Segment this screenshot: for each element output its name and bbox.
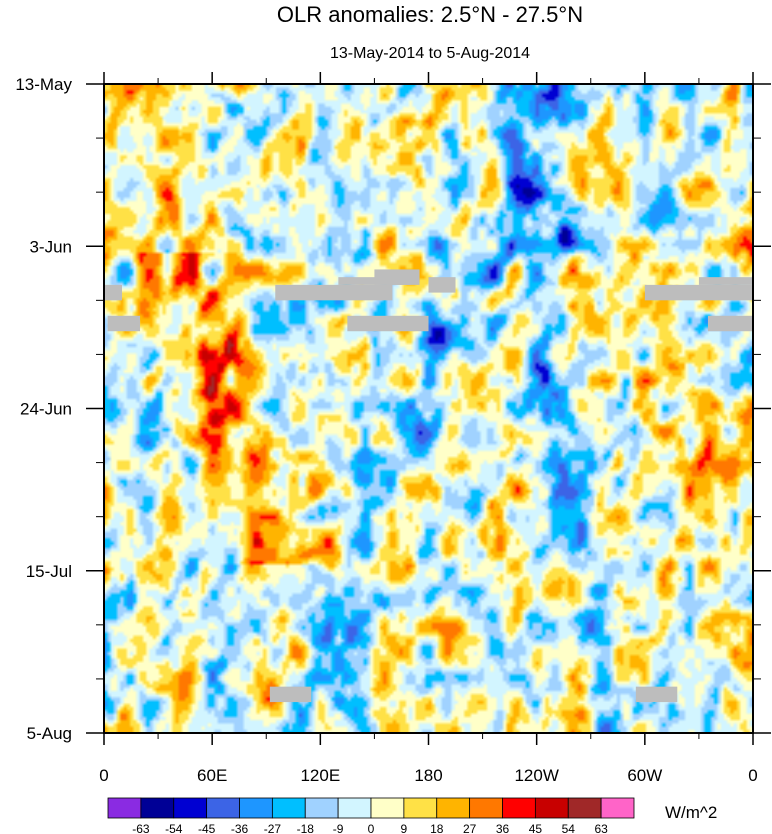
colorbar-level-label: -9 [333,822,344,834]
colorbar-swatch [271,797,306,819]
colorbar-swatch [567,797,602,819]
y-tick-label: 3-Jun [29,237,72,256]
colorbar-level-label: -18 [297,822,315,834]
colorbar-swatch [600,797,635,819]
colorbar-level-label: 54 [562,822,576,834]
missing-data-box [644,284,753,301]
colorbar-swatch [403,797,438,819]
missing-data-box [374,269,420,285]
colorbar-level-label: -45 [198,822,216,834]
colorbar-level-label: 45 [529,822,543,834]
missing-data-layer [104,269,753,703]
missing-data-box [107,315,141,332]
missing-data-box [428,277,456,293]
missing-data-box [707,315,753,332]
colorbar-level-label: 9 [401,822,408,834]
colorbar-level-label: 0 [368,822,375,834]
colorbar-level-label: 18 [430,822,444,834]
colorbar-swatch [107,797,142,819]
colorbar-level-label: -54 [165,822,183,834]
chart-title: OLR anomalies: 2.5°N - 27.5°N [277,2,583,27]
colorbar-level-label: -36 [231,822,249,834]
plot-area [103,83,754,734]
colorbar: -63 -54 -45 -36 -27 -18 -9 0 9 18 27 36 45 54 63 [107,797,635,834]
colorbar-swatch [502,797,536,819]
x-tick-label: 60E [197,766,227,785]
colorbar-level-label: 36 [496,822,510,834]
colorbar-swatch [370,797,405,819]
colorbar-swatch [239,797,273,819]
colorbar-level-label: -27 [264,822,282,834]
missing-data-box [347,315,429,332]
x-tick-label: 0 [99,766,108,785]
colorbar-swatch [304,797,339,819]
colorbar-swatch [534,797,569,819]
colorbar-swatch [469,797,503,819]
x-axis: 0 60E 120E 180 120W 60W 0 [99,72,758,785]
missing-data-box [275,284,393,301]
y-tick-label: 13-May [15,75,72,94]
missing-data-box [269,686,312,703]
colorbar-level-label: 27 [463,822,477,834]
x-tick-label: 120W [514,766,558,785]
missing-data-box [698,277,753,285]
colorbar-swatch [206,797,240,819]
colorbar-units-label: W/m^2 [665,803,717,822]
olr-anomaly-field [104,84,753,733]
x-tick-label: 180 [414,766,442,785]
y-tick-label: 15-Jul [26,562,72,581]
colorbar-level-label: 63 [594,822,608,834]
colorbar-swatch [436,797,471,819]
colorbar-swatch [140,797,175,819]
colorbar-level-label: -63 [132,822,150,834]
missing-data-box [104,284,123,301]
y-tick-label: 5-Aug [27,724,72,743]
colorbar-swatch [173,797,208,819]
x-tick-label: 60W [627,766,662,785]
chart-subtitle: 13-May-2014 to 5-Aug-2014 [330,45,530,62]
missing-data-box [635,686,678,703]
y-tick-label: 24-Jun [20,400,72,419]
x-tick-label: 0 [748,766,757,785]
y-axis: 13-May 3-Jun 24-Jun 15-Jul 5-Aug [15,75,771,743]
colorbar-swatch [337,797,372,819]
x-tick-label: 120E [300,766,340,785]
